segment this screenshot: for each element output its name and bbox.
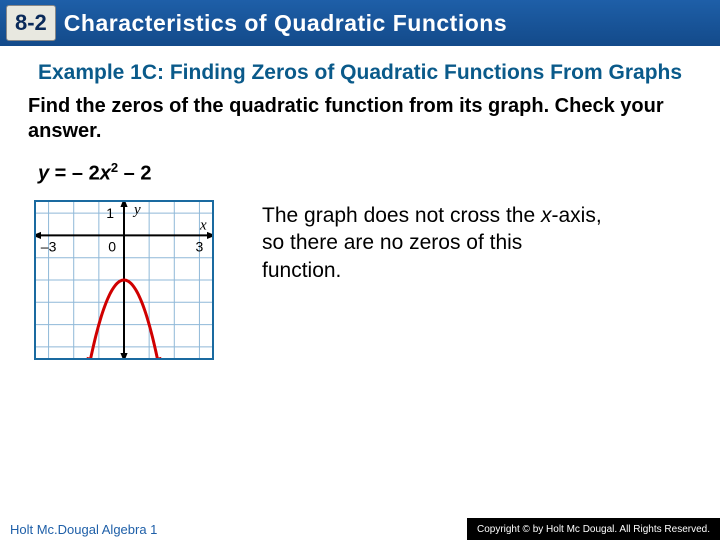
- explanation-xvar: x: [541, 204, 552, 227]
- header-bar: 8-2 Characteristics of Quadratic Functio…: [0, 0, 720, 46]
- footer: Holt Mc.Dougal Algebra 1 Copyright © by …: [0, 518, 720, 540]
- equation-exp: 2: [111, 160, 118, 175]
- header-title: Characteristics of Quadratic Functions: [64, 10, 507, 37]
- instruction-text: Find the zeros of the quadratic function…: [28, 94, 692, 144]
- svg-text:1: 1: [106, 205, 114, 221]
- svg-text:x: x: [199, 217, 207, 233]
- svg-text:y: y: [132, 202, 141, 218]
- example-title: Example 1C: Finding Zeros of Quadratic F…: [28, 60, 692, 86]
- footer-left: Holt Mc.Dougal Algebra 1: [0, 522, 467, 537]
- equation-eq: =: [49, 163, 72, 185]
- svg-text:–3: –3: [41, 238, 57, 254]
- footer-right: Copyright © by Holt Mc Dougal. All Right…: [467, 518, 720, 540]
- equation-coeff: – 2: [72, 163, 100, 185]
- graph-figure: –3 3 1 0 y x: [34, 200, 214, 360]
- equation-y: y: [38, 163, 49, 185]
- content-area: Example 1C: Finding Zeros of Quadratic F…: [0, 46, 720, 360]
- graph-svg: –3 3 1 0 y x: [36, 202, 212, 358]
- equation: y = – 2x2 – 2: [38, 160, 692, 186]
- main-row: –3 3 1 0 y x The graph does not cross the x-…: [28, 200, 692, 360]
- svg-text:0: 0: [108, 238, 116, 254]
- explanation-text: The graph does not cross the x-axis, so …: [262, 200, 602, 284]
- explanation-pre: The graph does not cross the: [262, 204, 541, 227]
- svg-text:3: 3: [196, 238, 204, 254]
- equation-x: x: [100, 163, 111, 185]
- equation-tail: – 2: [118, 163, 151, 185]
- section-badge: 8-2: [6, 5, 56, 41]
